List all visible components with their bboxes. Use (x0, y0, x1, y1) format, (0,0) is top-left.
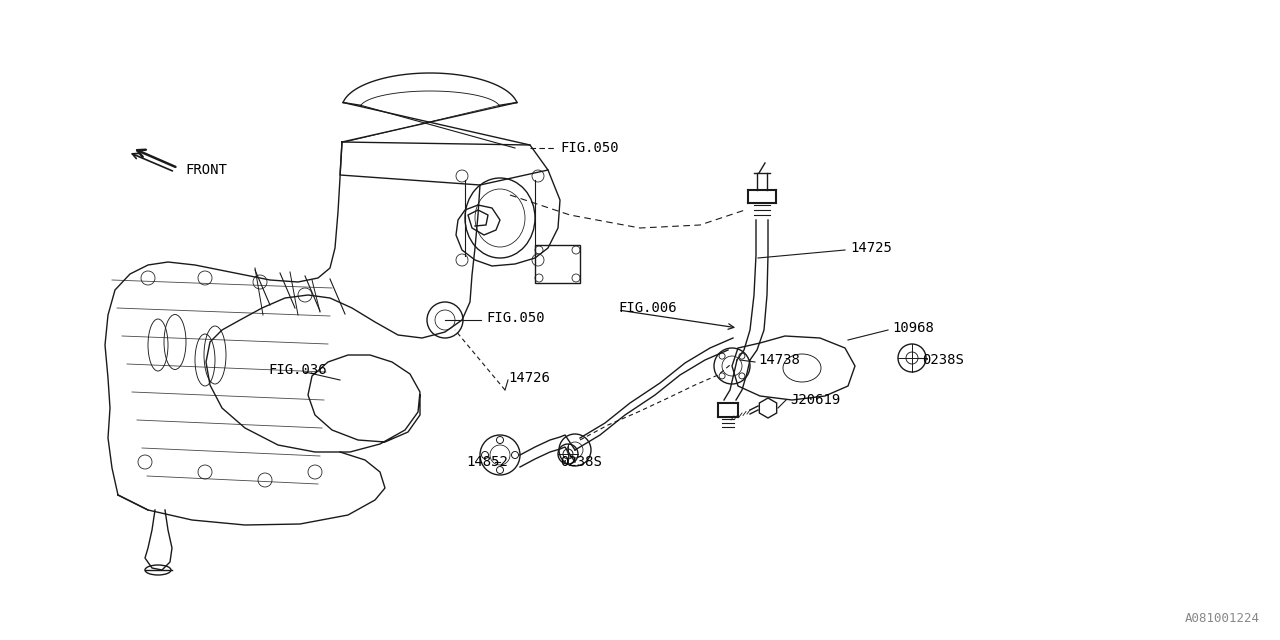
Text: 10968: 10968 (892, 321, 934, 335)
Text: FIG.036: FIG.036 (268, 363, 326, 377)
Text: FIG.050: FIG.050 (486, 311, 544, 325)
Text: 14726: 14726 (508, 371, 550, 385)
Text: 0238S: 0238S (922, 353, 964, 367)
Text: 14738: 14738 (758, 353, 800, 367)
Text: 0238S: 0238S (561, 455, 602, 469)
Text: FRONT: FRONT (186, 163, 227, 177)
Text: A081001224: A081001224 (1185, 612, 1260, 625)
Text: J20619: J20619 (790, 393, 840, 407)
Bar (535, 245, 580, 283)
Text: FIG.050: FIG.050 (561, 141, 618, 155)
Text: 14852: 14852 (466, 455, 508, 469)
Text: 14725: 14725 (850, 241, 892, 255)
Text: FIG.006: FIG.006 (618, 301, 677, 315)
